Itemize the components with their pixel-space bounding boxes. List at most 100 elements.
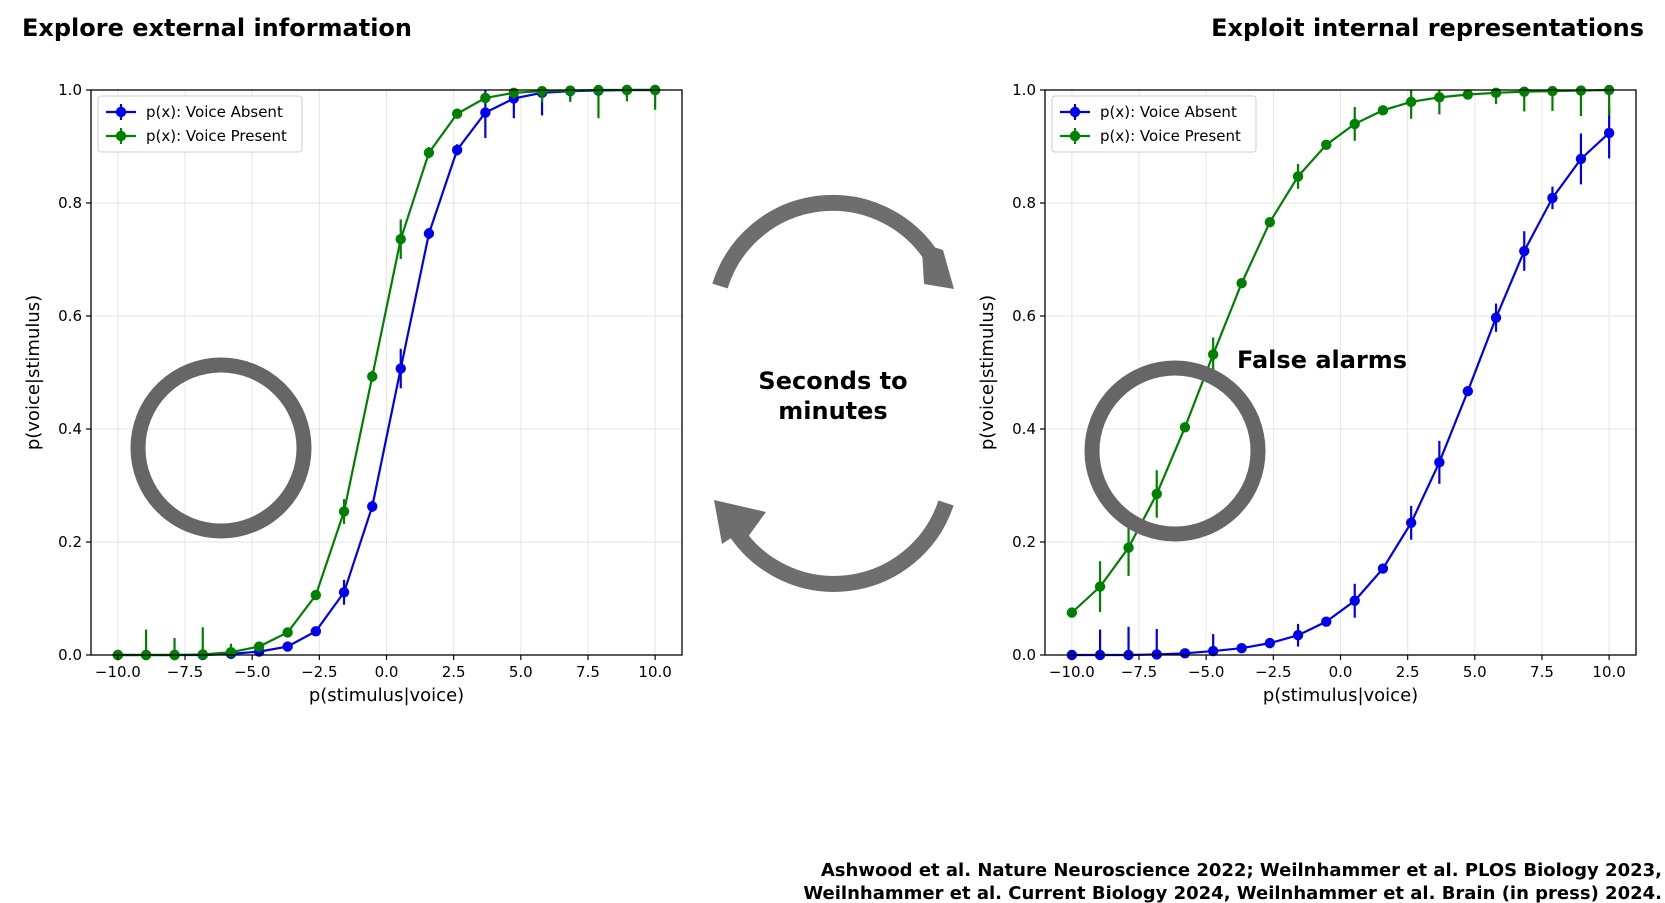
data-point bbox=[282, 641, 293, 652]
data-point bbox=[1490, 312, 1502, 323]
data-point bbox=[1349, 595, 1360, 606]
data-point bbox=[1575, 153, 1587, 165]
data-point bbox=[1377, 105, 1389, 116]
citation-line2: Weilnhammer et al. Current Biology 2024,… bbox=[803, 883, 1662, 903]
data-point bbox=[1292, 171, 1304, 182]
data-point bbox=[1207, 349, 1219, 360]
x-tick-label: 10.0 bbox=[638, 663, 671, 681]
bottom-arc-arrow bbox=[726, 500, 954, 592]
legend-marker bbox=[115, 130, 127, 142]
x-tick-label: −10.0 bbox=[1049, 663, 1095, 681]
data-point bbox=[1236, 643, 1247, 654]
x-axis-label: p(stimulus|voice) bbox=[1263, 685, 1418, 706]
data-point bbox=[1123, 542, 1134, 553]
y-tick-label: 0.4 bbox=[58, 420, 82, 438]
data-point bbox=[367, 501, 378, 512]
x-tick-label: 0.0 bbox=[375, 663, 399, 681]
legend-marker bbox=[1069, 130, 1081, 142]
x-tick-label: 7.5 bbox=[1530, 663, 1554, 681]
data-point bbox=[338, 587, 350, 598]
data-point bbox=[225, 646, 237, 658]
data-point bbox=[1321, 139, 1332, 151]
right-highlight-circle bbox=[1084, 360, 1266, 542]
data-point bbox=[508, 87, 520, 99]
data-point bbox=[536, 85, 548, 97]
data-point bbox=[480, 107, 491, 118]
right-chart: −10.0 −7.5 −5.0 −2.5 0.0 2.5 5.0 7.5 10.0 0.0 0.2 0… bbox=[977, 81, 1637, 706]
x-tick-label: 2.5 bbox=[442, 663, 466, 681]
data-point bbox=[1264, 637, 1276, 649]
data-point bbox=[1094, 581, 1106, 592]
data-point bbox=[1207, 645, 1219, 657]
top-arc-arrow bbox=[712, 194, 942, 289]
x-tick-label: 5.0 bbox=[1463, 663, 1487, 681]
y-tick-label: 0.6 bbox=[58, 307, 82, 325]
legend-marker bbox=[1069, 106, 1081, 118]
left-chart: −10.0 −7.5 −5.0 −2.5 0.0 2.5 5.0 7.5 10.0 0.0 0.2 0… bbox=[23, 81, 683, 706]
data-point bbox=[1349, 118, 1360, 130]
y-tick-label: 0.2 bbox=[58, 533, 82, 551]
x-tick-label: −7.5 bbox=[167, 663, 203, 681]
series-1 bbox=[1066, 84, 1615, 618]
series-0 bbox=[1066, 107, 1615, 661]
y-tick-label: 0.6 bbox=[1012, 307, 1036, 325]
data-point bbox=[1519, 245, 1530, 257]
data-point bbox=[310, 589, 322, 601]
y-tick-label: 1.0 bbox=[1012, 81, 1036, 99]
x-tick-label: 10.0 bbox=[1592, 663, 1625, 681]
data-point bbox=[1434, 92, 1445, 103]
bottom-arrowhead-fill bbox=[714, 500, 766, 548]
left-highlight-circle bbox=[130, 357, 312, 539]
x-tick-label: 0.0 bbox=[1329, 663, 1353, 681]
data-point bbox=[253, 641, 265, 652]
data-point bbox=[1519, 86, 1530, 97]
y-tick-label: 0.4 bbox=[1012, 420, 1036, 438]
y-tick-label: 1.0 bbox=[58, 81, 82, 99]
data-point bbox=[1405, 517, 1417, 528]
legend-marker bbox=[115, 106, 127, 118]
data-point bbox=[282, 627, 293, 638]
data-point bbox=[1292, 630, 1304, 641]
data-point bbox=[451, 108, 463, 119]
data-point bbox=[1236, 278, 1247, 289]
data-point bbox=[1264, 217, 1276, 228]
series-1 bbox=[112, 84, 661, 661]
center-text-line2: minutes bbox=[778, 397, 887, 425]
x-tick-label: −2.5 bbox=[301, 663, 337, 681]
x-tick-label: −5.0 bbox=[234, 663, 270, 681]
legend-box bbox=[1051, 95, 1257, 153]
legend-box bbox=[97, 95, 303, 153]
data-point bbox=[480, 92, 491, 104]
right-panel-title: Exploit internal representations bbox=[1211, 14, 1644, 42]
data-point bbox=[1179, 422, 1191, 433]
y-tick-label: 0.0 bbox=[1012, 646, 1036, 664]
y-axis-label: p(voice|stimulus) bbox=[977, 295, 998, 450]
x-tick-label: 5.0 bbox=[509, 663, 533, 681]
legend: p(x): Voice Absent p(x): Voice Present bbox=[97, 95, 303, 153]
y-axis-label: p(voice|stimulus) bbox=[23, 295, 44, 450]
data-point bbox=[395, 233, 406, 245]
x-axis-label: p(stimulus|voice) bbox=[309, 685, 464, 706]
x-tick-label: −5.0 bbox=[1188, 663, 1224, 681]
legend-label: p(x): Voice Present bbox=[146, 127, 287, 145]
x-tick-label: 7.5 bbox=[576, 663, 600, 681]
legend-label: p(x): Voice Present bbox=[1100, 127, 1241, 145]
x-tick-label: −7.5 bbox=[1121, 663, 1157, 681]
x-tick-label: 2.5 bbox=[1396, 663, 1420, 681]
citation-line1: Ashwood et al. Nature Neuroscience 2022;… bbox=[821, 860, 1662, 881]
x-tick-label: −10.0 bbox=[95, 663, 141, 681]
data-point bbox=[1377, 563, 1389, 574]
data-point bbox=[423, 228, 435, 239]
data-point bbox=[1462, 89, 1474, 100]
data-point bbox=[423, 147, 435, 158]
data-point bbox=[1321, 616, 1332, 627]
y-tick-label: 0.8 bbox=[1012, 194, 1036, 212]
cycle-arrows bbox=[712, 194, 954, 592]
data-point bbox=[1603, 127, 1615, 139]
data-point bbox=[1434, 457, 1445, 468]
data-point bbox=[1547, 192, 1558, 204]
y-tick-label: 0.2 bbox=[1012, 533, 1036, 551]
data-point bbox=[1405, 96, 1417, 108]
data-point bbox=[310, 626, 322, 637]
center-text-line1: Seconds to bbox=[758, 367, 907, 395]
